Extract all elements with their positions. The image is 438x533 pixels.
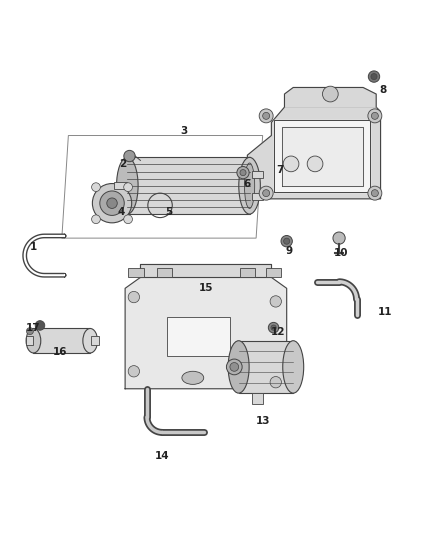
Circle shape xyxy=(226,359,242,375)
Circle shape xyxy=(26,328,33,335)
Bar xyxy=(166,317,230,356)
Bar xyxy=(266,268,282,277)
Bar xyxy=(33,328,90,353)
Ellipse shape xyxy=(283,341,304,393)
Circle shape xyxy=(237,166,249,179)
Polygon shape xyxy=(125,277,287,389)
Circle shape xyxy=(281,236,292,247)
Text: 6: 6 xyxy=(244,179,251,189)
Circle shape xyxy=(263,190,270,197)
Circle shape xyxy=(259,186,273,200)
Polygon shape xyxy=(285,87,376,107)
Circle shape xyxy=(124,150,135,161)
Circle shape xyxy=(263,112,270,119)
Circle shape xyxy=(322,86,338,102)
Bar xyxy=(239,341,293,393)
Text: 8: 8 xyxy=(379,85,386,95)
Circle shape xyxy=(128,366,140,377)
Circle shape xyxy=(100,191,124,215)
Bar xyxy=(156,268,172,277)
Bar xyxy=(252,393,263,404)
Circle shape xyxy=(271,325,276,330)
Circle shape xyxy=(230,362,239,372)
Bar xyxy=(128,268,144,277)
Circle shape xyxy=(270,296,282,307)
Circle shape xyxy=(333,232,345,244)
Text: 1: 1 xyxy=(30,242,37,252)
Circle shape xyxy=(92,183,100,191)
Text: 16: 16 xyxy=(53,346,67,357)
Polygon shape xyxy=(274,120,370,192)
Ellipse shape xyxy=(182,372,204,384)
Ellipse shape xyxy=(117,157,138,214)
Bar xyxy=(252,193,263,200)
Circle shape xyxy=(307,156,323,172)
Circle shape xyxy=(270,376,282,388)
Polygon shape xyxy=(141,264,272,277)
Text: 17: 17 xyxy=(26,322,41,333)
Circle shape xyxy=(92,183,132,223)
Circle shape xyxy=(368,186,382,200)
Circle shape xyxy=(240,169,246,176)
Ellipse shape xyxy=(239,157,260,214)
Circle shape xyxy=(259,109,273,123)
Text: 2: 2 xyxy=(119,159,127,169)
Circle shape xyxy=(371,112,378,119)
Circle shape xyxy=(371,190,378,197)
Bar xyxy=(240,268,255,277)
Text: 7: 7 xyxy=(276,165,284,175)
Bar xyxy=(127,157,250,214)
Ellipse shape xyxy=(26,328,41,353)
Polygon shape xyxy=(283,127,363,185)
Text: 10: 10 xyxy=(334,248,349,259)
Ellipse shape xyxy=(228,341,249,393)
Bar xyxy=(91,336,99,345)
Text: 3: 3 xyxy=(180,126,188,136)
Text: 11: 11 xyxy=(378,308,392,317)
Circle shape xyxy=(371,74,377,79)
Circle shape xyxy=(92,215,100,224)
Text: 4: 4 xyxy=(117,207,124,217)
Circle shape xyxy=(268,322,279,333)
Ellipse shape xyxy=(83,328,98,353)
Circle shape xyxy=(124,183,132,191)
Text: 14: 14 xyxy=(155,451,170,462)
Circle shape xyxy=(368,71,380,82)
Text: 5: 5 xyxy=(165,207,173,217)
Circle shape xyxy=(35,321,45,330)
Circle shape xyxy=(107,198,117,208)
Text: 15: 15 xyxy=(199,284,213,293)
Text: 13: 13 xyxy=(255,416,270,426)
Ellipse shape xyxy=(244,163,254,208)
Bar xyxy=(25,336,33,345)
Circle shape xyxy=(124,215,132,224)
Bar xyxy=(252,171,263,179)
Circle shape xyxy=(283,156,299,172)
Polygon shape xyxy=(247,107,381,199)
Circle shape xyxy=(128,292,140,303)
Bar xyxy=(114,182,127,189)
Text: 9: 9 xyxy=(285,246,293,256)
Text: 12: 12 xyxy=(271,327,285,337)
Circle shape xyxy=(284,238,290,244)
Circle shape xyxy=(368,109,382,123)
